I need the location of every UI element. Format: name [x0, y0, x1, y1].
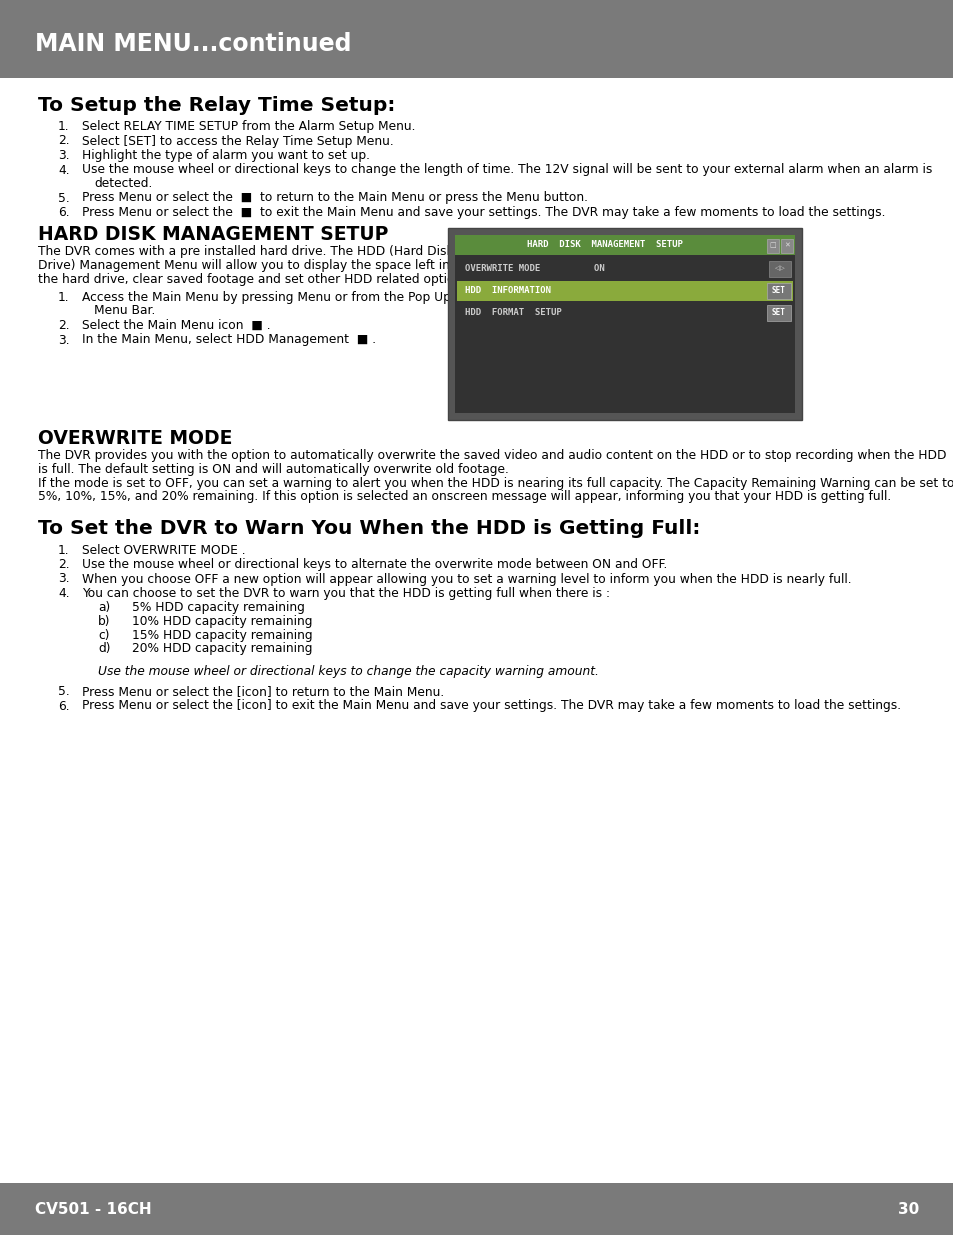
Bar [768, 261, 790, 277]
Text: 10% HDD capacity remaining: 10% HDD capacity remaining [132, 615, 313, 629]
Text: HARD  DISK  MANAGEMENT  SETUP: HARD DISK MANAGEMENT SETUP [526, 240, 681, 249]
Bar [448, 227, 801, 420]
Bar [781, 238, 792, 252]
Text: 3.: 3. [58, 333, 70, 347]
Text: the hard drive, clear saved footage and set other HDD related options.: the hard drive, clear saved footage and … [38, 273, 472, 285]
Text: 4.: 4. [58, 587, 70, 600]
Text: MAIN MENU...continued: MAIN MENU...continued [35, 32, 351, 56]
Text: detected.: detected. [94, 177, 152, 190]
Text: 5%, 10%, 15%, and 20% remaining. If this option is selected an onscreen message : 5%, 10%, 15%, and 20% remaining. If this… [38, 490, 890, 503]
Bar [0, 0, 953, 78]
Bar [766, 238, 779, 252]
Text: 20% HDD capacity remaining: 20% HDD capacity remaining [132, 642, 313, 655]
Text: 2.: 2. [58, 135, 70, 147]
Text: Access the Main Menu by pressing Menu or from the Pop Up: Access the Main Menu by pressing Menu or… [82, 291, 451, 304]
Text: HARD DISK MANAGEMENT SETUP: HARD DISK MANAGEMENT SETUP [38, 226, 388, 245]
Text: 15% HDD capacity remaining: 15% HDD capacity remaining [132, 629, 313, 641]
Text: Drive) Management Menu will allow you to display the space left in: Drive) Management Menu will allow you to… [38, 259, 450, 272]
Text: ✕: ✕ [783, 242, 789, 248]
Text: 2.: 2. [58, 319, 70, 332]
Text: b): b) [98, 615, 111, 629]
Text: If the mode is set to OFF, you can set a warning to alert you when the HDD is ne: If the mode is set to OFF, you can set a… [38, 477, 953, 489]
Text: 3.: 3. [58, 573, 70, 585]
Text: 1.: 1. [58, 543, 70, 557]
Text: Menu Bar.: Menu Bar. [94, 305, 155, 317]
Text: Select the Main Menu icon  ■ .: Select the Main Menu icon ■ . [82, 319, 271, 332]
Text: Press Menu or select the [icon] to return to the Main Menu.: Press Menu or select the [icon] to retur… [82, 685, 444, 698]
Text: Use the mouse wheel or directional keys to change the capacity warning amount.: Use the mouse wheel or directional keys … [98, 666, 598, 678]
Text: 6.: 6. [58, 206, 70, 219]
Bar [766, 283, 790, 299]
Bar [766, 305, 790, 321]
Text: To Setup the Relay Time Setup:: To Setup the Relay Time Setup: [38, 96, 395, 115]
Text: 2.: 2. [58, 558, 70, 571]
Text: Press Menu or select the  ■  to return to the Main Menu or press the Menu button: Press Menu or select the ■ to return to … [82, 191, 587, 205]
Text: Select RELAY TIME SETUP from the Alarm Setup Menu.: Select RELAY TIME SETUP from the Alarm S… [82, 120, 416, 133]
Text: □: □ [769, 242, 776, 248]
Text: SET: SET [771, 308, 785, 317]
Text: 5.: 5. [58, 191, 70, 205]
Text: Press Menu or select the [icon] to exit the Main Menu and save your settings. Th: Press Menu or select the [icon] to exit … [82, 699, 901, 713]
Text: d): d) [98, 642, 111, 655]
Text: is full. The default setting is ON and will automatically overwrite old footage.: is full. The default setting is ON and w… [38, 463, 508, 475]
Text: CV501 - 16CH: CV501 - 16CH [35, 1202, 152, 1216]
Text: HDD  INFORMATION: HDD INFORMATION [464, 287, 551, 295]
Text: ◁▷: ◁▷ [774, 266, 784, 272]
Text: When you choose OFF a new option will appear allowing you to set a warning level: When you choose OFF a new option will ap… [82, 573, 851, 585]
Text: Select [SET] to access the Relay Time Setup Menu.: Select [SET] to access the Relay Time Se… [82, 135, 394, 147]
Text: 6.: 6. [58, 699, 70, 713]
Text: OVERWRITE MODE          ON: OVERWRITE MODE ON [464, 264, 604, 273]
Text: HDD  FORMAT  SETUP: HDD FORMAT SETUP [464, 308, 561, 317]
Text: 1.: 1. [58, 291, 70, 304]
Text: OVERWRITE MODE: OVERWRITE MODE [38, 430, 233, 448]
Text: Press Menu or select the  ■  to exit the Main Menu and save your settings. The D: Press Menu or select the ■ to exit the M… [82, 206, 884, 219]
Text: c): c) [98, 629, 110, 641]
Text: The DVR comes with a pre installed hard drive. The HDD (Hard Disk: The DVR comes with a pre installed hard … [38, 246, 453, 258]
Text: Use the mouse wheel or directional keys to alternate the overwrite mode between : Use the mouse wheel or directional keys … [82, 558, 667, 571]
Text: 5.: 5. [58, 685, 70, 698]
Text: The DVR provides you with the option to automatically overwrite the saved video : The DVR provides you with the option to … [38, 450, 945, 462]
Bar [455, 235, 794, 412]
Text: 1.: 1. [58, 120, 70, 133]
Text: You can choose to set the DVR to warn you that the HDD is getting full when ther: You can choose to set the DVR to warn yo… [82, 587, 609, 600]
Text: SET: SET [771, 287, 785, 295]
Bar [0, 1183, 953, 1235]
Text: 5% HDD capacity remaining: 5% HDD capacity remaining [132, 601, 305, 615]
Text: Select OVERWRITE MODE .: Select OVERWRITE MODE . [82, 543, 245, 557]
Text: In the Main Menu, select HDD Management  ■ .: In the Main Menu, select HDD Management … [82, 333, 375, 347]
Text: 4.: 4. [58, 163, 70, 177]
Text: 3.: 3. [58, 149, 70, 162]
Text: Highlight the type of alarm you want to set up.: Highlight the type of alarm you want to … [82, 149, 370, 162]
Text: 30: 30 [897, 1202, 918, 1216]
Bar [456, 280, 792, 300]
Text: a): a) [98, 601, 111, 615]
Text: Use the mouse wheel or directional keys to change the length of time. The 12V si: Use the mouse wheel or directional keys … [82, 163, 931, 177]
Bar [455, 235, 794, 254]
Text: To Set the DVR to Warn You When the HDD is Getting Full:: To Set the DVR to Warn You When the HDD … [38, 520, 700, 538]
